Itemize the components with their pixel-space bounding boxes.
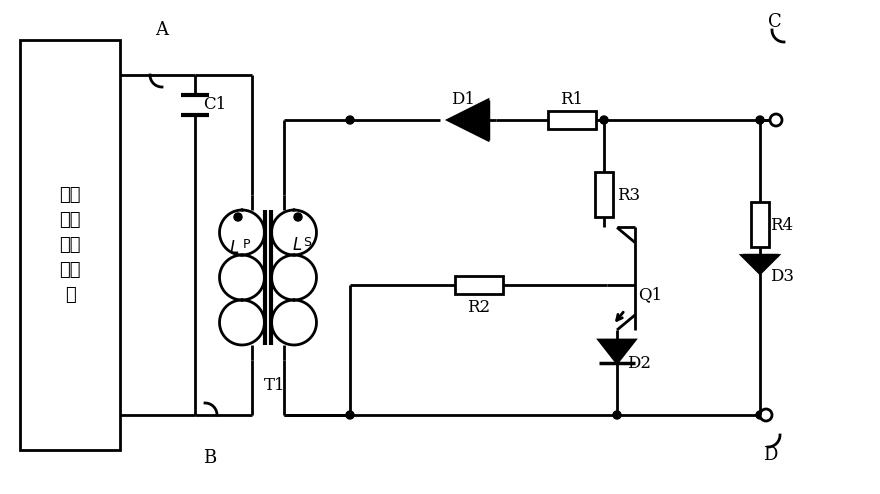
Text: 控制
电路
的驱
动脉
冲: 控制 电路 的驱 动脉 冲 — [59, 186, 81, 304]
Text: L: L — [230, 239, 239, 257]
Circle shape — [346, 116, 354, 124]
Text: L: L — [293, 236, 302, 254]
Circle shape — [770, 114, 782, 126]
Text: A: A — [156, 21, 168, 39]
FancyBboxPatch shape — [751, 203, 769, 247]
Circle shape — [600, 116, 608, 124]
Polygon shape — [599, 340, 635, 363]
Text: C1: C1 — [203, 96, 227, 114]
Text: R1: R1 — [561, 91, 583, 109]
Text: D: D — [763, 446, 777, 464]
Text: D2: D2 — [627, 355, 651, 371]
FancyBboxPatch shape — [548, 111, 596, 129]
Circle shape — [756, 411, 764, 419]
Circle shape — [613, 411, 621, 419]
Circle shape — [346, 411, 354, 419]
Text: S: S — [303, 236, 311, 248]
Text: B: B — [203, 449, 216, 467]
Text: T1: T1 — [264, 376, 286, 394]
Circle shape — [234, 213, 242, 221]
FancyBboxPatch shape — [595, 172, 613, 217]
Text: R4: R4 — [770, 216, 794, 234]
Polygon shape — [742, 255, 778, 274]
Text: R3: R3 — [618, 187, 641, 204]
Text: C: C — [768, 13, 781, 31]
Circle shape — [756, 116, 764, 124]
Circle shape — [760, 409, 772, 421]
Bar — [20, 40, 120, 450]
Text: R2: R2 — [467, 298, 490, 316]
Polygon shape — [448, 100, 488, 140]
Text: D3: D3 — [770, 268, 794, 285]
Circle shape — [294, 213, 302, 221]
Text: P: P — [243, 239, 251, 251]
Text: Q1: Q1 — [638, 287, 662, 303]
FancyBboxPatch shape — [454, 276, 502, 294]
Text: D1: D1 — [451, 91, 475, 109]
